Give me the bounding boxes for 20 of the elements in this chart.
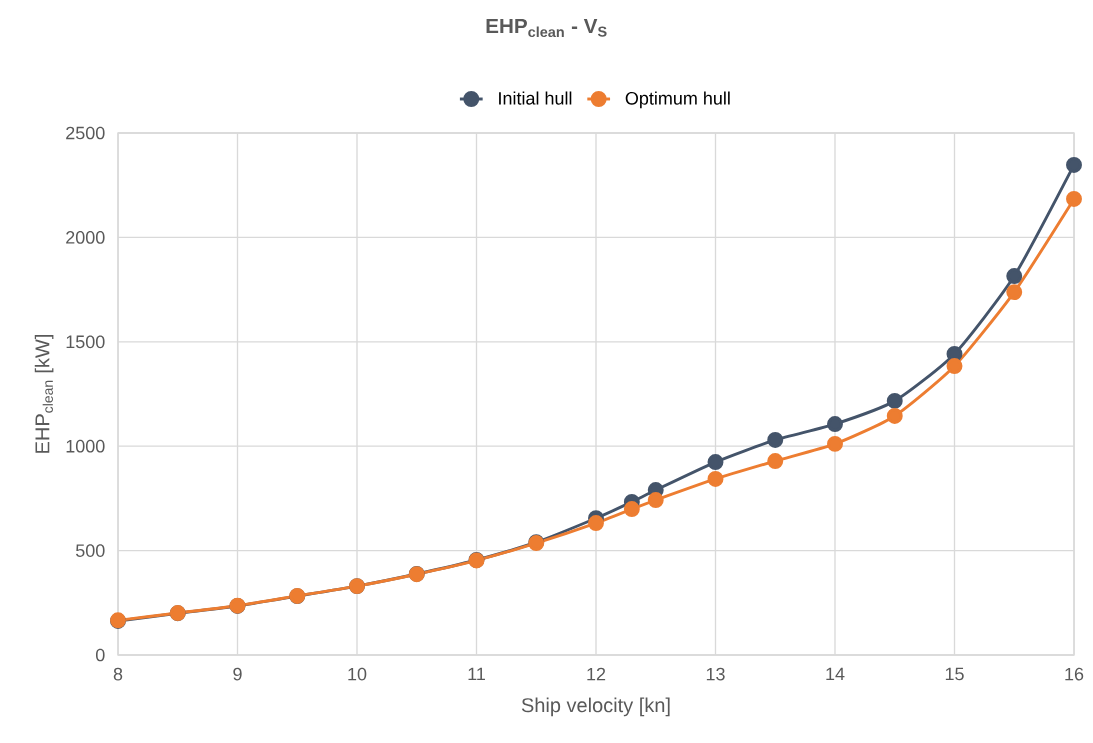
y-tick-label: 0 xyxy=(95,648,105,662)
x-tick-label: 14 xyxy=(826,667,845,681)
x-tick-label: 16 xyxy=(1065,667,1084,681)
x-tick-label: 11 xyxy=(468,667,485,681)
x-tick-label: 8 xyxy=(113,667,123,681)
x-tick-label: 15 xyxy=(945,667,964,681)
y-tick-label: 1000 xyxy=(66,439,105,453)
y-tick-label: 500 xyxy=(75,544,105,557)
legend-label: Initial hull xyxy=(499,91,572,105)
y-tick-label: 2000 xyxy=(66,231,105,244)
x-tick-label: 10 xyxy=(348,667,367,681)
legend-label: Optimum hull xyxy=(625,91,730,109)
x-tick-label: 9 xyxy=(233,667,242,681)
chart-title: EHP$_{clean}$ - V$_{S}$ xyxy=(486,18,607,38)
x-axis-title: Ship velocity [kn] xyxy=(521,697,670,717)
x-tick-label: 12 xyxy=(587,667,606,681)
y-axis-title: EHP$_{clean}$ [kW] xyxy=(34,335,54,453)
x-tick-label: 13 xyxy=(706,667,725,681)
y-tick-label: 1500 xyxy=(66,335,105,349)
y-tick-label: 2500 xyxy=(66,126,105,140)
